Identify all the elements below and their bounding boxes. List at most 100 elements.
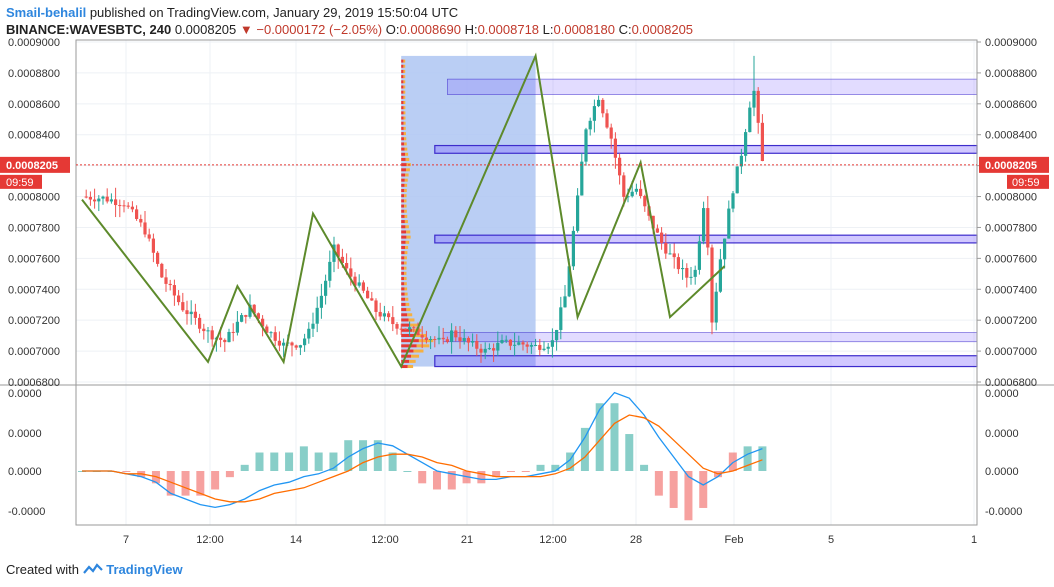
candle-body (513, 344, 517, 346)
profile-bar-buy (404, 271, 407, 275)
profile-bar-sell (401, 225, 406, 229)
profile-bar-sell (401, 126, 404, 130)
macd-pane (78, 391, 767, 521)
candle-body (504, 339, 508, 341)
profile-bar-sell (401, 157, 406, 161)
candle-body (714, 291, 718, 323)
candle-body (508, 339, 512, 346)
candle-body (311, 323, 315, 329)
profile-bar-sell (401, 178, 405, 182)
candle-body (605, 113, 609, 128)
candle-body (555, 329, 559, 341)
ohlc-line: BINANCE:WAVESBTC, 240 0.0008205 ▼ −0.000… (6, 22, 693, 37)
macd-histogram-bar (181, 471, 190, 496)
candle-body (681, 267, 685, 270)
candle-body (114, 199, 118, 206)
macd-histogram-bar (359, 440, 368, 471)
candle-body (181, 302, 185, 311)
macd-histogram-bar (225, 471, 234, 478)
zone-band (434, 355, 978, 368)
candle-body (189, 311, 193, 315)
profile-bar-buy (403, 116, 406, 120)
x-tick-label: 12:00 (371, 534, 399, 546)
y-tick-label-left: 0.0008000 (8, 192, 60, 204)
candle-body (395, 324, 399, 329)
profile-bar-buy (405, 157, 410, 161)
profile-bar-buy (404, 199, 407, 203)
profile-bar-sell (401, 59, 404, 63)
macd-histogram-bar (344, 440, 353, 471)
profile-bar-buy (407, 365, 414, 369)
price-badge-text-right: 0.0008205 (985, 160, 1037, 172)
profile-bar-buy (405, 245, 409, 249)
candle-body (529, 345, 533, 347)
macd-histogram-bar (654, 471, 663, 496)
macd-histogram-bar (610, 403, 619, 471)
profile-bar-sell (401, 297, 406, 301)
macd-histogram-bar (314, 452, 323, 471)
candle-body (147, 234, 151, 239)
candle-body (336, 244, 340, 257)
y-tick-label-right: 0.0008400 (985, 130, 1037, 142)
profile-bar-buy (404, 209, 407, 213)
profile-bar-buy (405, 240, 410, 244)
candle-body (324, 280, 328, 296)
profile-bar-buy (403, 69, 406, 73)
profile-bar-sell (401, 230, 407, 234)
profile-bar-buy (404, 189, 407, 193)
profile-bar-sell (401, 168, 406, 172)
candle-body (277, 340, 281, 346)
candle-body (420, 335, 424, 338)
profile-bar-sell (401, 137, 404, 141)
profile-bar-sell (401, 95, 404, 99)
profile-bar-buy (404, 256, 407, 260)
candle-body (109, 199, 113, 202)
candle-body (282, 342, 286, 346)
macd-histogram-bar (595, 403, 604, 471)
candle-body (534, 344, 538, 346)
profile-bar-sell (401, 75, 404, 79)
y-tick-label-right: 0.0007600 (985, 253, 1037, 265)
candle-body (466, 337, 470, 343)
candle-body (445, 339, 449, 342)
candle-body (685, 267, 689, 278)
candle-body (706, 208, 710, 248)
zone-band (447, 78, 978, 95)
candle-body (366, 290, 370, 299)
price-badge-text-left: 0.0008205 (6, 160, 58, 172)
candle-body (622, 175, 626, 197)
candle-body (193, 311, 197, 318)
last-price: 0.0008205 (174, 22, 237, 37)
countdown-text-right: 09:59 (1012, 177, 1040, 189)
macd-histogram-bar (403, 471, 412, 472)
tradingview-brand[interactable]: TradingView (106, 562, 183, 577)
profile-bar-buy (403, 121, 406, 125)
profile-bar-buy (404, 251, 408, 255)
macd-histogram-bar (580, 427, 589, 471)
candle-body (601, 99, 605, 114)
profile-bar-buy (406, 230, 411, 234)
x-tick-label: 14 (290, 534, 302, 546)
macd-tick-right: 0.0000 (985, 466, 1019, 478)
footer: Created with TradingView (6, 562, 183, 577)
candle-body (634, 188, 638, 192)
profile-bar-sell (401, 365, 408, 369)
profile-bar-sell (401, 235, 407, 239)
profile-bar-sell (401, 199, 405, 203)
profile-bar-sell (401, 189, 405, 193)
candle-body (126, 205, 130, 207)
candle-body (756, 90, 760, 123)
candle-body (135, 209, 139, 219)
profile-bar-buy (404, 214, 408, 218)
profile-bar-buy (407, 313, 413, 317)
publish-info: published on TradingView.com, January 29… (89, 5, 459, 20)
profile-bar-buy (403, 111, 406, 115)
candle-body (521, 342, 525, 345)
candle-body (542, 348, 546, 350)
profile-bar-buy (403, 101, 406, 105)
profile-bar-sell (401, 204, 405, 208)
candle-body (584, 129, 588, 162)
author-name[interactable]: Smail-behalil (6, 5, 87, 20)
profile-bar-buy (411, 354, 420, 358)
